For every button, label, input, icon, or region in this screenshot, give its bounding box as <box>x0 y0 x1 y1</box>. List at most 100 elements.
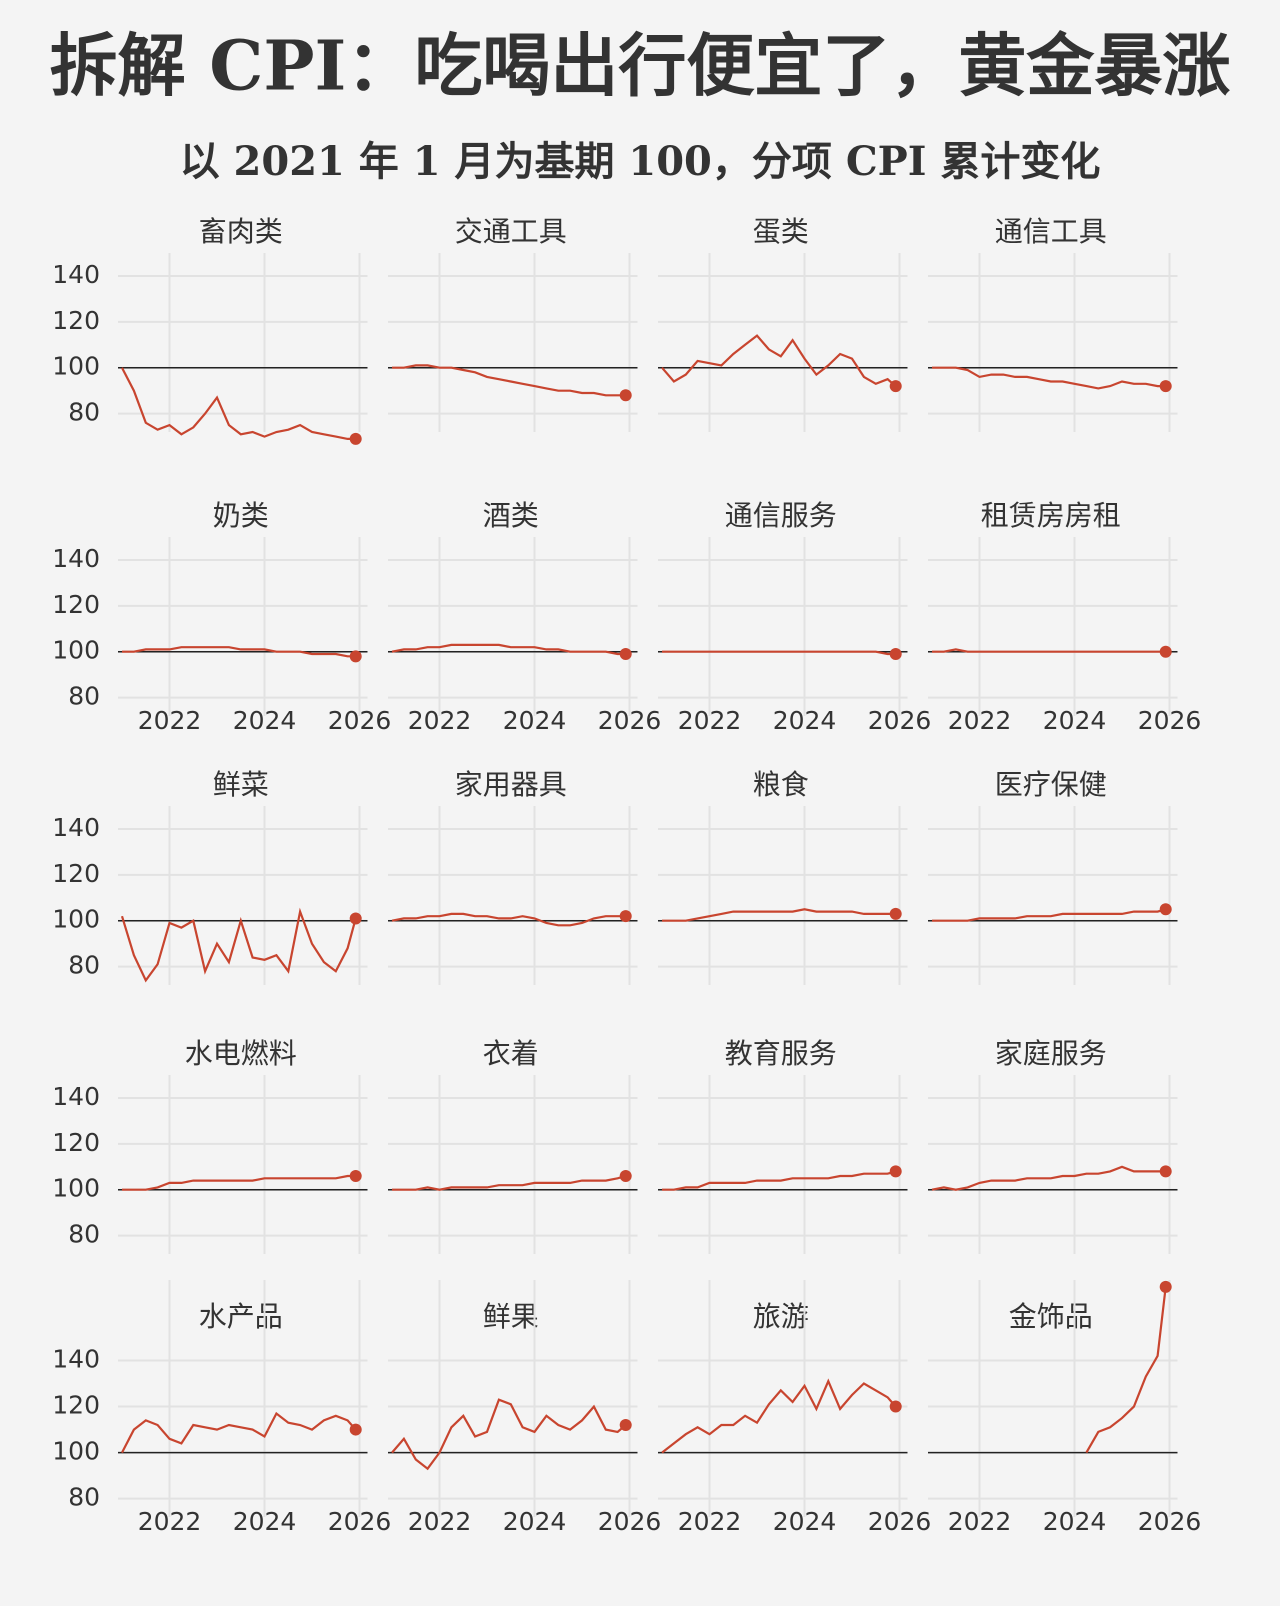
panel-title: 水产品 <box>199 1300 283 1333</box>
data-line <box>391 643 626 656</box>
end-point <box>1159 380 1172 393</box>
panel-title: 通信服务 <box>725 499 837 532</box>
x-tick-label: 2024 <box>773 706 837 735</box>
panel-title: 蛋类 <box>753 215 809 248</box>
x-tick-label: 2026 <box>868 706 932 735</box>
y-tick-label: 100 <box>52 636 100 665</box>
end-point <box>889 1400 902 1413</box>
end-point <box>619 910 632 923</box>
y-tick-label: 140 <box>52 544 100 573</box>
panel-title: 畜肉类 <box>199 215 283 248</box>
panel-title: 鲜果 <box>483 1300 539 1333</box>
data-line <box>662 908 896 922</box>
end-point <box>349 912 362 925</box>
end-point <box>349 1169 362 1182</box>
end-point <box>1159 645 1172 658</box>
y-tick-label: 120 <box>52 590 100 619</box>
x-tick-label: 2022 <box>138 1507 202 1536</box>
y-tick-label: 100 <box>52 1174 100 1203</box>
data-line <box>932 366 1166 390</box>
x-tick-label: 2026 <box>598 1507 662 1536</box>
data-line <box>1085 1286 1167 1454</box>
x-tick-label: 2026 <box>598 706 662 735</box>
y-tick-label: 140 <box>52 260 100 289</box>
data-line <box>932 908 1167 922</box>
panel-title: 旅游 <box>753 1300 809 1333</box>
end-point <box>889 907 902 920</box>
data-line <box>122 646 356 658</box>
panel-title: 金饰品 <box>1009 1300 1093 1333</box>
y-tick-label: 140 <box>52 813 100 842</box>
panel-title: 家庭服务 <box>995 1037 1107 1070</box>
panel-title: 酒类 <box>483 499 539 532</box>
x-tick-label: 2024 <box>233 706 297 735</box>
end-point <box>349 650 362 663</box>
y-tick-label: 140 <box>52 1082 100 1111</box>
data-line <box>391 1398 627 1471</box>
end-point <box>349 432 362 445</box>
x-tick-label: 2026 <box>328 706 392 735</box>
end-point <box>889 648 902 661</box>
x-tick-label: 2022 <box>948 1507 1012 1536</box>
data-line <box>662 1170 897 1191</box>
panel-title: 水电燃料 <box>185 1037 297 1070</box>
panel-title: 粮食 <box>753 768 809 801</box>
x-tick-label: 2026 <box>1138 706 1202 735</box>
chart-subtitle: 以 2021 年 1 月为基期 100，分项 CPI 累计变化 <box>180 138 1101 185</box>
end-point <box>619 389 632 402</box>
end-point <box>1159 903 1172 916</box>
y-tick-label: 80 <box>68 951 100 980</box>
panel-title: 教育服务 <box>725 1037 837 1070</box>
x-tick-label: 2024 <box>503 1507 567 1536</box>
end-point <box>619 1169 632 1182</box>
end-point <box>619 648 632 661</box>
panel-title: 衣着 <box>483 1037 539 1070</box>
y-tick-label: 80 <box>68 1220 100 1249</box>
y-tick-label: 120 <box>52 306 100 335</box>
panel-title: 奶类 <box>213 499 269 532</box>
panel-title: 租赁房房租 <box>981 499 1121 532</box>
data-line <box>120 907 357 983</box>
end-point <box>349 1423 362 1436</box>
end-point <box>1159 1280 1172 1293</box>
x-tick-label: 2022 <box>678 706 742 735</box>
x-tick-label: 2026 <box>868 1507 932 1536</box>
panel-title: 交通工具 <box>455 215 567 248</box>
y-tick-label: 100 <box>52 352 100 381</box>
x-tick-label: 2024 <box>773 1507 837 1536</box>
x-tick-label: 2026 <box>1138 1507 1202 1536</box>
x-tick-label: 2024 <box>233 1507 297 1536</box>
x-tick-label: 2022 <box>138 706 202 735</box>
data-line <box>661 1378 897 1454</box>
y-tick-label: 80 <box>68 682 100 711</box>
x-tick-label: 2024 <box>503 706 567 735</box>
data-line <box>121 1411 357 1454</box>
x-tick-label: 2024 <box>1043 1507 1107 1536</box>
panel-title: 医疗保健 <box>995 768 1107 801</box>
data-line <box>391 912 626 927</box>
data-line <box>931 1165 1166 1191</box>
data-line <box>662 650 896 656</box>
end-point <box>889 1165 902 1178</box>
y-tick-label: 140 <box>52 1345 100 1374</box>
panel-title: 鲜菜 <box>213 768 269 801</box>
data-line <box>932 648 1166 653</box>
data-line <box>392 364 626 397</box>
y-tick-label: 120 <box>52 859 100 888</box>
x-tick-label: 2026 <box>328 1507 392 1536</box>
y-tick-label: 100 <box>52 1437 100 1466</box>
y-tick-label: 120 <box>52 1128 100 1157</box>
data-line <box>661 334 897 387</box>
end-point <box>889 380 902 393</box>
data-line <box>121 367 356 440</box>
x-tick-label: 2022 <box>408 1507 472 1536</box>
data-line <box>122 1174 356 1191</box>
x-tick-label: 2024 <box>1043 706 1107 735</box>
x-tick-label: 2022 <box>948 706 1012 735</box>
end-point <box>619 1418 632 1431</box>
y-tick-label: 120 <box>52 1391 100 1420</box>
end-point <box>1159 1165 1172 1178</box>
